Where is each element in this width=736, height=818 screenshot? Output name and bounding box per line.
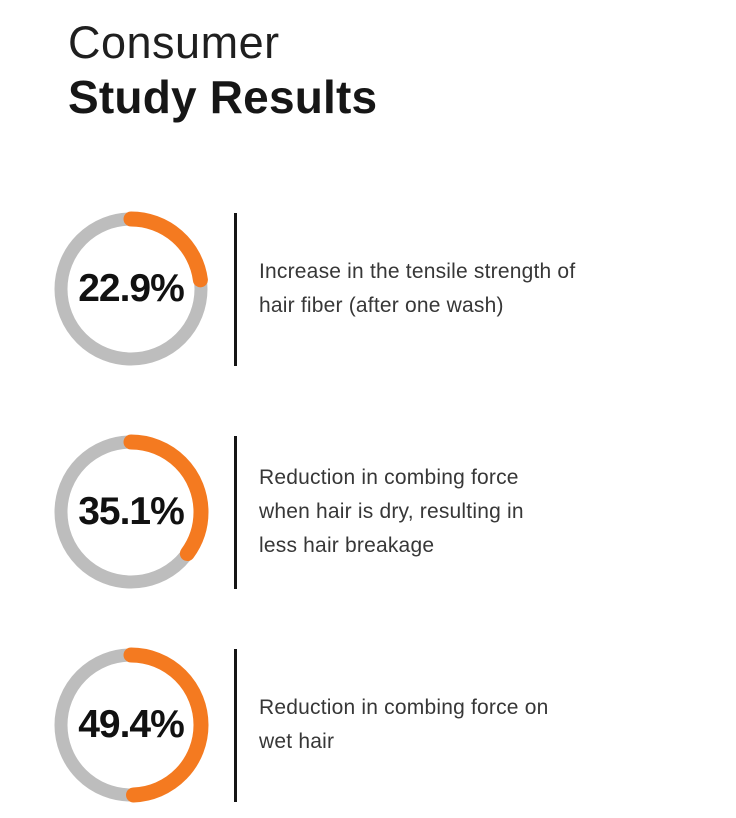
donut-ring-svg	[53, 434, 209, 590]
stat-row-dry-combing: 35.1% Reduction in combing force when ha…	[51, 432, 629, 592]
donut-ring-svg	[53, 647, 209, 803]
divider-line	[234, 648, 237, 802]
divider-line	[234, 212, 237, 366]
stat-description: Reduction in combing force when hair is …	[259, 461, 629, 563]
title-line-2: Study Results	[68, 71, 378, 123]
description-line: wet hair	[259, 730, 335, 753]
ring-progress-arc	[53, 211, 209, 367]
divider-line	[234, 435, 237, 589]
stat-row-wet-combing: 49.4% Reduction in combing force on wet …	[51, 645, 629, 805]
description-line: Reduction in combing force	[259, 466, 519, 489]
percent-label: 35.1%	[78, 490, 185, 533]
description-line: when hair is dry, resulting in	[259, 500, 524, 523]
donut-chart-wet-combing: 49.4%	[51, 645, 211, 805]
ring-progress-arc	[53, 434, 209, 590]
description-line: less hair breakage	[259, 534, 435, 557]
stat-description: Increase in the tensile strength of hair…	[259, 255, 629, 323]
stat-description: Reduction in combing force on wet hair	[259, 691, 629, 759]
description-line: Increase in the tensile strength of	[259, 260, 576, 283]
donut-chart-tensile-strength: 22.9%	[51, 209, 211, 369]
donut-chart-dry-combing: 35.1%	[51, 432, 211, 592]
description-line: hair fiber (after one wash)	[259, 294, 504, 317]
ring-progress-arc	[53, 647, 209, 803]
donut-ring-svg	[53, 211, 209, 367]
percent-label: 22.9%	[78, 267, 185, 310]
description-line: Reduction in combing force on	[259, 696, 549, 719]
title-line-1: Consumer	[68, 17, 280, 68]
stat-row-tensile-strength: 22.9% Increase in the tensile strength o…	[51, 209, 629, 369]
page-title: Consumer Study Results	[68, 20, 377, 120]
percent-label: 49.4%	[78, 703, 185, 746]
